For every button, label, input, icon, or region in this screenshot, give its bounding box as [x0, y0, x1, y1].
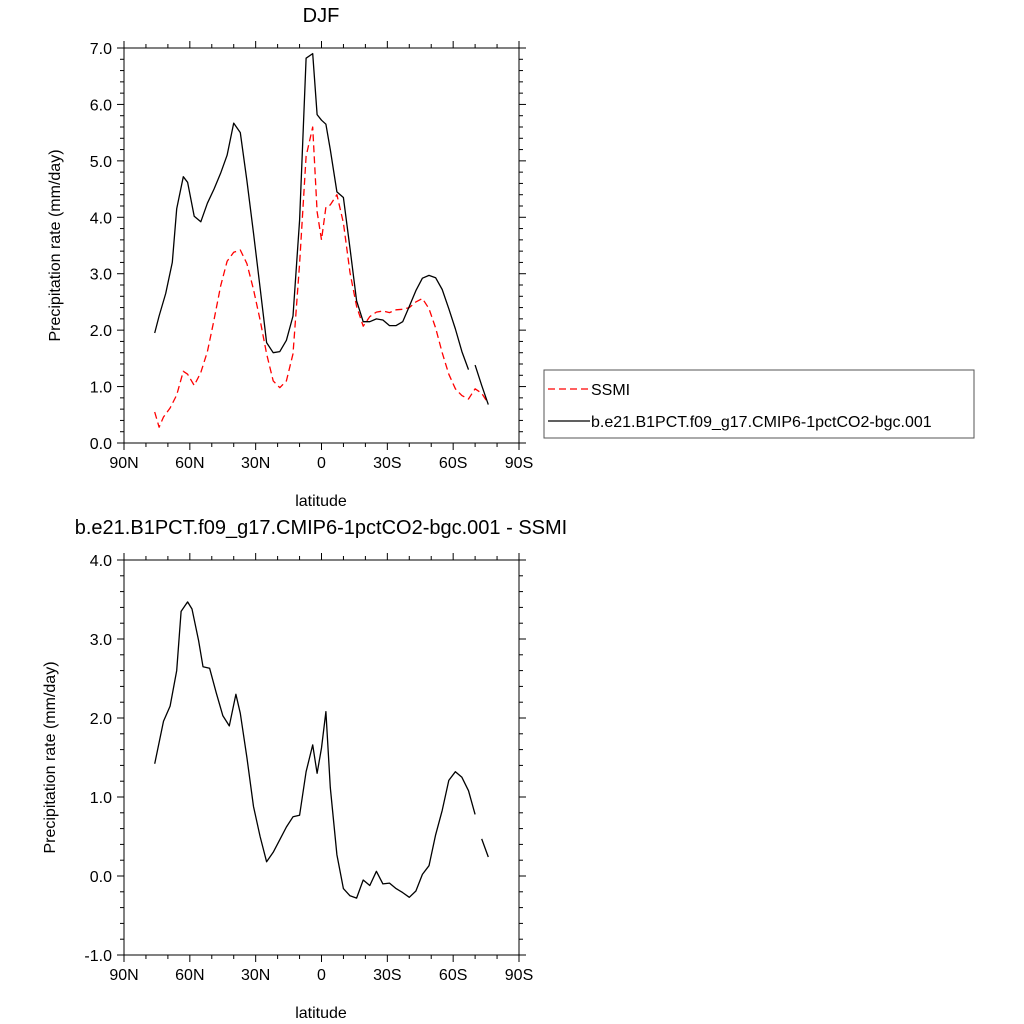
panel-top-y-axis-label: Precipitation rate (mm/day) [47, 149, 64, 341]
panel-bottom-series-0-line-0 [154, 601, 476, 899]
precip-panel-top: DJF 90N 60N 30N 0 30S 60S 90S 0.0 1.0 2.0 3.0 4.0 5.… [47, 5, 533, 510]
panel-bottom-y-tick-label: 4.0 [90, 553, 112, 570]
panel-top-y-tick-label: 6.0 [90, 97, 112, 114]
panel-bottom-x-tick-label: 90N [109, 967, 138, 984]
panel-bottom-y-tick-label: 0.0 [90, 869, 112, 886]
panel-top-ticks [117, 41, 526, 450]
panel-bottom-ticks [117, 553, 526, 962]
panel-bottom-x-axis-label: latitude [295, 1005, 347, 1022]
panel-top-y-tick-label: 1.0 [90, 380, 112, 397]
panel-bottom-y-tick-label: 3.0 [90, 632, 112, 649]
panel-top-x-tick-label: 30S [373, 455, 401, 472]
panel-top-plot-frame [123, 47, 520, 444]
panel-top-tick-labels: 90N 60N 30N 0 30S 60S 90S 0.0 1.0 2.0 3.0 4.0 5.0 6.0… [90, 41, 533, 472]
panel-top-x-tick-label: 0 [317, 455, 326, 472]
panel-top-y-tick-label: 0.0 [90, 436, 112, 453]
panel-top-y-tick-label: 3.0 [90, 267, 112, 284]
panel-top-x-tick-label: 60N [175, 455, 204, 472]
panel-top-y-tick-label: 4.0 [90, 210, 112, 227]
legend-label-ssmi: SSMI [591, 382, 630, 399]
panel-bottom-y-tick-label: 1.0 [90, 790, 112, 807]
panel-top-y-tick-label: 7.0 [90, 41, 112, 58]
panel-top-series-1-line-0 [154, 52, 470, 370]
legend: SSMI b.e21.B1PCT.f09_g17.CMIP6-1pctCO2-b… [543, 369, 975, 439]
panel-bottom-series [154, 601, 489, 899]
panel-top-x-tick-label: 90N [109, 455, 138, 472]
panel-top-series-0-line-0 [154, 126, 489, 428]
panel-bottom-y-tick-label: 2.0 [90, 711, 112, 728]
panel-bottom-y-axis-label: Precipitation rate (mm/day) [42, 661, 59, 853]
panel-top-title: DJF [303, 5, 340, 27]
legend-box [543, 369, 975, 439]
panel-bottom-x-tick-label: 90S [505, 967, 533, 984]
panel-top-x-axis-label: latitude [295, 493, 347, 510]
panel-bottom-x-tick-label: 30N [241, 967, 270, 984]
panel-bottom-y-tick-label: -1.0 [84, 948, 112, 965]
panel-bottom-x-tick-label: 60S [439, 967, 467, 984]
panel-bottom-x-tick-label: 60N [175, 967, 204, 984]
precip-panel-bottom: b.e21.B1PCT.f09_g17.CMIP6-1pctCO2-bgc.00… [42, 517, 567, 1022]
panel-bottom-x-tick-label: 30S [373, 967, 401, 984]
panel-bottom-tick-labels: 90N 60N 30N 0 30S 60S 90S -1.0 0.0 1.0 2.0 3.0 4.0 [84, 553, 533, 984]
panel-bottom-plot-frame [123, 559, 520, 956]
panel-bottom-series-0-line-1 [481, 838, 489, 858]
panel-bottom-x-tick-label: 0 [317, 967, 326, 984]
panel-top-series-1-line-1 [474, 364, 489, 405]
panel-top-y-tick-label: 5.0 [90, 154, 112, 171]
panel-top-series [154, 52, 489, 428]
legend-label-model: b.e21.B1PCT.f09_g17.CMIP6-1pctCO2-bgc.00… [591, 414, 932, 431]
panel-top-x-tick-label: 30N [241, 455, 270, 472]
panel-top-x-tick-label: 60S [439, 455, 467, 472]
panel-top-x-tick-label: 90S [505, 455, 533, 472]
panel-top-y-tick-label: 2.0 [90, 323, 112, 340]
panel-bottom-title: b.e21.B1PCT.f09_g17.CMIP6-1pctCO2-bgc.00… [75, 517, 567, 539]
